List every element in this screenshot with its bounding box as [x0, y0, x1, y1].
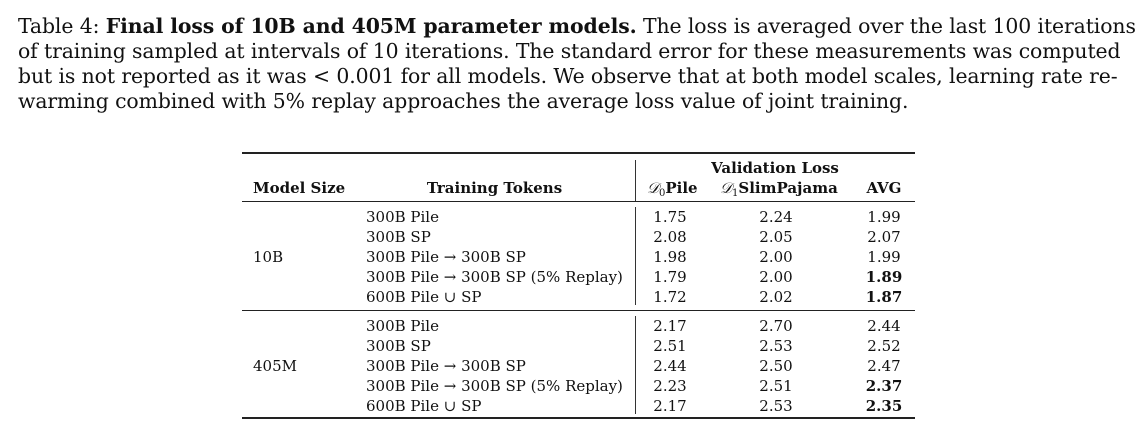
d1-cell: 2.50 — [759, 357, 793, 375]
avg-cell: 1.87 — [865, 288, 903, 306]
tokens-cell: 300B SP — [366, 228, 431, 246]
top-rule — [242, 152, 915, 154]
d0-cell: 2.17 — [653, 317, 687, 335]
avg-cell: 2.52 — [867, 337, 901, 355]
tokens-cell: 600B Pile ∪ SP — [366, 397, 482, 415]
d0-pile-header: 𝒟0Pile — [647, 178, 698, 201]
caption-body: The loss is averaged over the last 100 i… — [18, 14, 1136, 113]
tokens-cell: 300B Pile — [366, 208, 439, 226]
avg-cell: 1.89 — [865, 268, 903, 286]
d0-cell: 2.17 — [653, 397, 687, 415]
d1-cell: 2.53 — [759, 397, 793, 415]
d1-cell: 2.05 — [759, 228, 793, 246]
avg-cell: 2.07 — [867, 228, 901, 246]
training-tokens-header: Training Tokens — [426, 179, 563, 197]
caption-label: Table 4: — [18, 14, 100, 38]
d0-cell: 1.75 — [653, 208, 687, 226]
bottom-rule — [242, 417, 915, 419]
avg-cell: 1.99 — [867, 248, 901, 266]
validation-loss-header: Validation Loss — [711, 159, 839, 177]
header-vertical-rule — [635, 160, 636, 201]
group2-vertical-rule — [635, 316, 636, 414]
tokens-cell: 300B SP — [366, 337, 431, 355]
group-separator-rule — [242, 310, 915, 311]
model-size-header: Model Size — [253, 179, 346, 197]
tokens-cell: 300B Pile → 300B SP (5% Replay) — [366, 377, 623, 395]
avg-cell: 2.47 — [867, 357, 901, 375]
header-rule — [242, 201, 915, 202]
d1-subscript: 1 — [731, 188, 739, 199]
d1-cell: 2.53 — [759, 337, 793, 355]
avg-cell: 2.44 — [867, 317, 901, 335]
d0-subscript: 0 — [658, 188, 666, 199]
tokens-cell: 300B Pile → 300B SP (5% Replay) — [366, 268, 623, 286]
d0-symbol: 𝒟 — [647, 179, 659, 197]
caption-title: Final loss of 10B and 405M parameter mod… — [105, 14, 637, 38]
avg-cell: 1.99 — [867, 208, 901, 226]
d1-name: SlimPajama — [738, 179, 838, 197]
model-size-cell: 405M — [253, 357, 297, 375]
d1-cell: 2.00 — [759, 268, 793, 286]
d0-cell: 2.23 — [653, 377, 687, 395]
group1-vertical-rule — [635, 207, 636, 305]
d1-slimpajama-header: 𝒟1SlimPajama — [720, 178, 838, 201]
d0-name: Pile — [665, 179, 698, 197]
d1-cell: 2.00 — [759, 248, 793, 266]
d0-cell: 1.72 — [653, 288, 687, 306]
d1-cell: 2.51 — [759, 377, 793, 395]
tokens-cell: 300B Pile → 300B SP — [366, 357, 526, 375]
avg-cell: 2.37 — [865, 377, 903, 395]
d1-cell: 2.70 — [759, 317, 793, 335]
d1-cell: 2.24 — [759, 208, 793, 226]
avg-cell: 2.35 — [865, 397, 903, 415]
avg-header: AVG — [866, 179, 902, 197]
d0-cell: 2.08 — [653, 228, 687, 246]
tokens-cell: 300B Pile → 300B SP — [366, 248, 526, 266]
tokens-cell: 300B Pile — [366, 317, 439, 335]
d0-cell: 1.98 — [653, 248, 687, 266]
d0-cell: 1.79 — [653, 268, 687, 286]
d0-cell: 2.51 — [653, 337, 687, 355]
table-caption: Table 4: Final loss of 10B and 405M para… — [18, 14, 1136, 114]
model-size-cell: 10B — [253, 248, 284, 266]
tokens-cell: 600B Pile ∪ SP — [366, 288, 482, 306]
d1-symbol: 𝒟 — [720, 179, 732, 197]
d1-cell: 2.02 — [759, 288, 793, 306]
d0-cell: 2.44 — [653, 357, 687, 375]
